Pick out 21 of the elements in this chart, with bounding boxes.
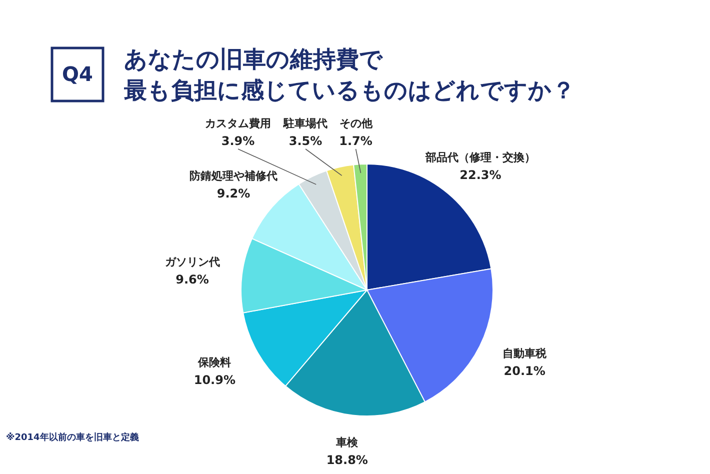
data-label: 3.9% [221,134,255,148]
data-label: 20.1% [504,364,546,378]
data-label: 18.8% [326,452,368,467]
data-label: 1.7% [339,134,372,148]
slice-label: カスタム費用 [205,117,272,130]
text: Q4 [62,62,93,86]
slice-label: 防錆処理や補修代 [190,169,278,182]
slice-label: 駐車場代 [282,117,328,130]
slice-label: 自動車税 [502,347,548,360]
slice-label: 保険料 [197,356,232,370]
chart-title: あなたの旧車の維持費で最も負担に感じているものはどれですか？ [123,47,575,104]
slice-label: 車検 [335,436,360,449]
data-label: 9.6% [176,272,209,287]
slice-label: 部品代（修理・交換） [424,151,536,164]
data-label: 3.5% [288,134,322,148]
data-label: 9.2% [216,186,250,200]
slice-label: ガソリン代 [164,256,220,269]
data-label: 10.9% [194,373,236,388]
text: ※2014年以前の車を旧車と定義 [6,432,139,443]
data-label: 22.3% [460,168,502,182]
slice-label: その他 [339,117,374,130]
